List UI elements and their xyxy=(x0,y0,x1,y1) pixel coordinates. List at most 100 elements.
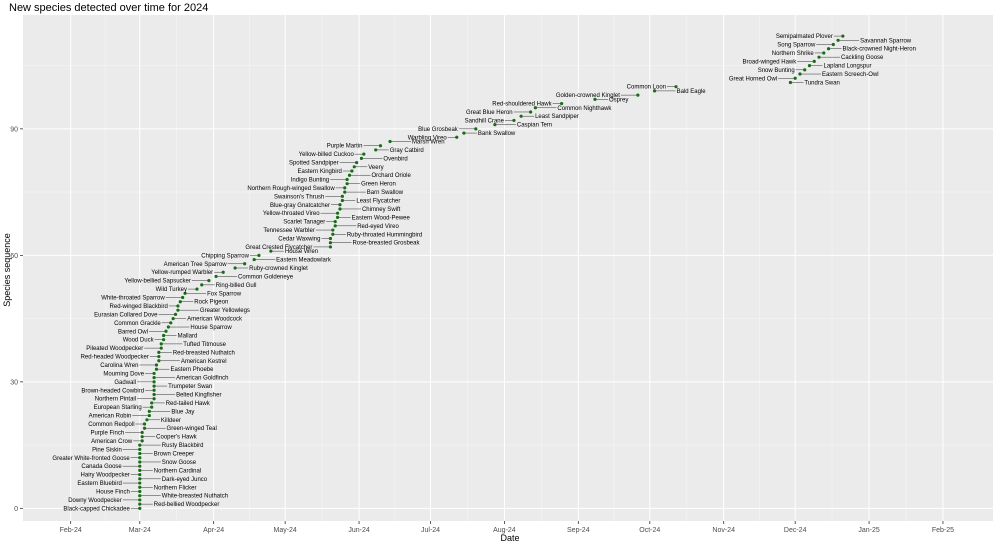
data-point xyxy=(347,173,352,177)
point-label: Swainson's Thrush xyxy=(274,194,324,200)
point-label: Brown Creeper xyxy=(154,452,194,458)
data-point xyxy=(138,464,142,468)
point-label: Downy Woodpecker xyxy=(68,498,122,504)
point-label: Yellow-throated Vireo xyxy=(263,211,320,217)
data-point xyxy=(362,152,366,156)
point-label: Semipalmated Plover xyxy=(776,34,833,40)
data-point xyxy=(636,93,640,97)
point-label: Scarlet Tanager xyxy=(283,220,325,226)
point-label: Red-headed Woodpecker xyxy=(81,355,149,361)
x-tick-labels: Feb-24 Mar-24 Apr-24 May-24 Jun-24 Jul-24 Aug-… xyxy=(60,527,955,534)
data-point xyxy=(159,342,163,346)
data-point xyxy=(340,198,344,203)
axis-ticks xyxy=(20,128,944,524)
data-point xyxy=(788,80,793,85)
point-label: Tufted Titmouse xyxy=(183,342,226,348)
point-label: Golden-crowned Kinglet xyxy=(556,93,620,99)
point-label: Carolina Wren xyxy=(100,363,138,369)
point-label: Northern Pintail xyxy=(95,397,136,403)
point-label: Eastern Kingbird xyxy=(298,169,342,175)
point-label: Northern Rough-winged Swallow xyxy=(247,186,335,192)
point-label: Northern Shrike xyxy=(772,51,815,57)
data-point xyxy=(343,186,347,190)
y-tick-label: 30 xyxy=(10,379,18,386)
data-point xyxy=(519,114,523,118)
points-layer xyxy=(138,34,845,510)
point-label: Common Loon xyxy=(627,85,666,91)
grid-major xyxy=(23,15,993,521)
data-point xyxy=(533,106,538,110)
point-label: Ruby-crowned Kinglet xyxy=(249,266,308,272)
x-tick-label: Sep-24 xyxy=(567,527,590,534)
data-point xyxy=(512,118,516,123)
data-point xyxy=(178,300,182,304)
data-point xyxy=(338,203,342,207)
point-label: Blue Grosbeak xyxy=(418,127,459,133)
grid-minor xyxy=(23,15,993,521)
point-label: Trumpeter Swan xyxy=(168,384,212,390)
point-label: Bank Swallow xyxy=(478,131,516,137)
data-point xyxy=(138,451,142,456)
data-point xyxy=(166,325,170,329)
data-point xyxy=(159,346,163,350)
x-tick-label: Mar-24 xyxy=(129,527,151,534)
point-label: Chipping Sparrow xyxy=(201,253,249,259)
data-point xyxy=(345,182,349,186)
x-tick-label: May-24 xyxy=(273,527,296,534)
point-label: American Robin xyxy=(89,414,132,420)
data-point xyxy=(831,42,835,47)
point-label: Wild Turkey xyxy=(156,287,187,293)
data-point xyxy=(335,211,340,215)
point-label: Broad-winged Hawk xyxy=(743,59,798,65)
point-label: American Woodcock xyxy=(187,317,243,323)
data-point xyxy=(150,401,154,405)
point-label: Green Heron xyxy=(361,182,396,188)
data-point xyxy=(138,443,142,447)
data-point xyxy=(154,367,159,371)
data-point xyxy=(138,456,142,460)
data-point xyxy=(338,207,342,211)
point-label: Belted Kingfisher xyxy=(176,393,221,399)
data-point xyxy=(157,354,161,359)
data-point xyxy=(652,89,657,93)
point-label: Spotted Sandpiper xyxy=(289,161,339,167)
x-tick-label: Nov-24 xyxy=(712,527,735,534)
point-label: Rusty Blackbird xyxy=(162,443,204,449)
data-point xyxy=(138,473,142,477)
point-label: Red-tailed Hawk xyxy=(166,401,211,407)
data-point xyxy=(138,489,142,494)
point-label: Common Goldeneye xyxy=(238,274,294,280)
point-label: Common Grackle xyxy=(114,321,161,327)
point-label: Indigo Bunting xyxy=(291,177,329,183)
data-point xyxy=(176,308,180,312)
point-label: Wood Duck xyxy=(123,338,155,344)
data-point xyxy=(333,220,337,224)
point-label: Eastern Meadowlark xyxy=(276,258,332,264)
data-point xyxy=(138,506,142,510)
point-label: Rock Pigeon xyxy=(194,300,228,306)
point-label: Dark-eyed Junco xyxy=(162,477,208,483)
point-label: Northern Cardinal xyxy=(154,468,201,474)
point-label: Cedar Waxwing xyxy=(278,236,320,242)
x-axis-title: Date xyxy=(500,533,519,543)
point-label: Pine Siskin xyxy=(92,447,122,453)
data-point xyxy=(181,295,185,300)
point-labels-layer: Black-capped Chickadee Red-bellied Woodpe… xyxy=(52,34,916,512)
point-label: Marsh Wren xyxy=(412,140,445,146)
data-point xyxy=(152,388,156,392)
data-point xyxy=(359,156,364,160)
data-point xyxy=(836,38,840,42)
point-label: Black-capped Chickadee xyxy=(63,506,130,512)
point-label: Blue Jay xyxy=(171,409,194,415)
point-label: Yellow-rumped Warbler xyxy=(151,270,213,276)
data-point xyxy=(207,279,211,283)
point-label: Caspian Tern xyxy=(517,123,552,129)
point-label: American Crow xyxy=(91,439,133,445)
point-label: House Finch xyxy=(96,489,130,495)
point-label: Tundra Swan xyxy=(804,80,839,86)
point-label: Red-eyed Vireo xyxy=(357,224,399,230)
data-point xyxy=(140,435,144,439)
data-point xyxy=(233,266,237,270)
data-point xyxy=(221,270,225,274)
